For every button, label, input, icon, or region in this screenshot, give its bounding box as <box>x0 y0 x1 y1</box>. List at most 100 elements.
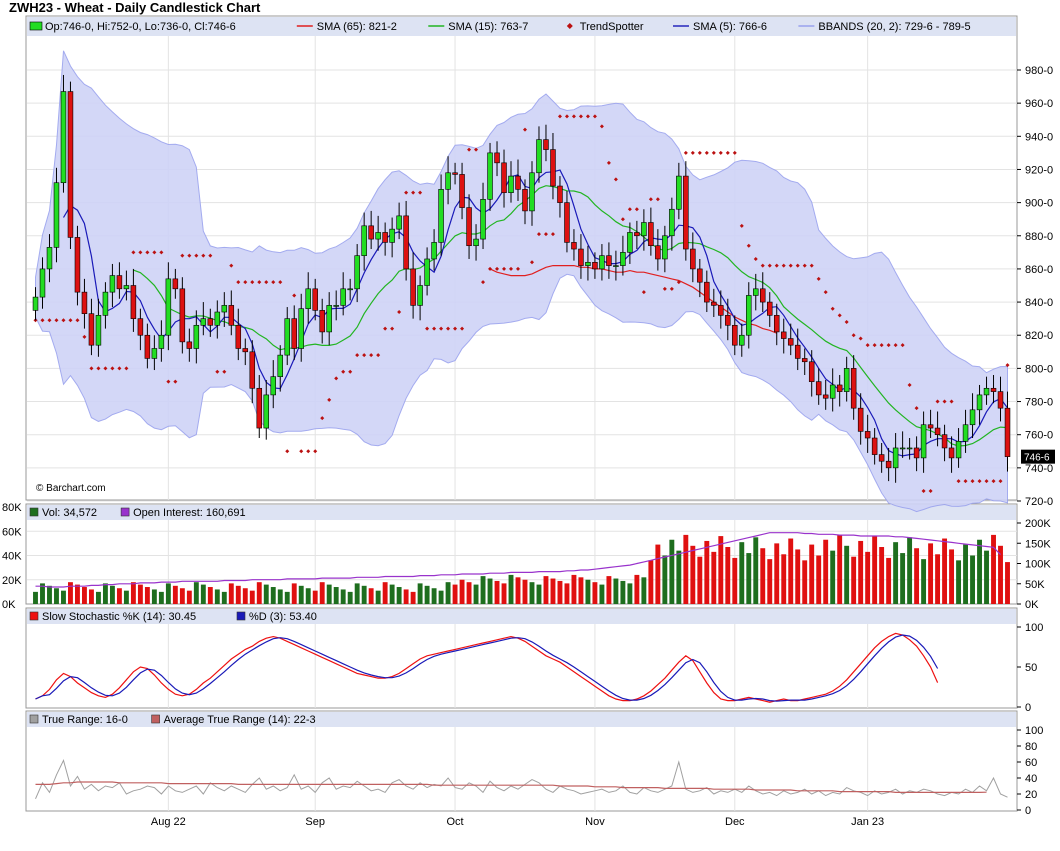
trendspotter-marker <box>341 369 346 374</box>
volume-bar <box>172 585 178 604</box>
volume-bar <box>662 555 668 604</box>
volume-bar <box>935 554 941 604</box>
price-axis-label: 760-0 <box>1025 430 1053 442</box>
volume-bar <box>445 582 451 604</box>
volume-bar <box>816 555 822 604</box>
trendspotter-marker <box>236 280 241 285</box>
trendspotter-marker <box>446 326 451 331</box>
price-axis-label: 740-0 <box>1025 463 1053 475</box>
trendspotter-marker <box>474 147 479 152</box>
trendspotter-marker <box>718 150 723 155</box>
volume-bar <box>725 547 731 604</box>
candle-body <box>822 394 829 399</box>
trendspotter-marker <box>271 280 276 285</box>
trendspotter-marker <box>509 266 514 271</box>
candle-body <box>81 291 88 314</box>
sma65-line <box>489 265 777 334</box>
candle-body <box>186 341 193 349</box>
trendspotter-marker <box>942 399 947 404</box>
volume-bar <box>522 579 528 604</box>
stoch-legend-swatch <box>29 611 39 621</box>
candle-body <box>438 189 444 243</box>
volume-bar <box>886 557 892 604</box>
candle-body <box>228 305 235 326</box>
volume-bar <box>319 582 325 604</box>
trendspotter-marker <box>774 263 779 268</box>
watermark: © Barchart.com <box>36 483 106 494</box>
trendspotter-marker <box>522 127 527 132</box>
candle-body <box>277 354 283 377</box>
trendspotter-marker <box>425 326 430 331</box>
volume-bar <box>529 582 535 604</box>
price-legend-label: Op:746-0, Hi:752-0, Lo:736-0, Cl:746-6 <box>45 21 236 33</box>
candle-body <box>417 285 423 306</box>
trendspotter-marker <box>991 479 996 484</box>
candle-body <box>892 447 899 469</box>
volume-bar <box>963 544 968 604</box>
trendspotter-marker <box>432 326 437 331</box>
volume-bar <box>193 582 199 604</box>
volume-bar <box>823 539 829 604</box>
candle-body <box>676 175 682 210</box>
volume-bar <box>557 580 563 604</box>
atr-legend-label: Average True Range (14): 22-3 <box>164 714 316 726</box>
trendspotter-marker <box>362 353 367 358</box>
legend-bar-price <box>27 17 1016 36</box>
candle-body <box>934 427 941 435</box>
candle-body <box>606 255 612 266</box>
price-axis-label: 780-0 <box>1025 397 1053 409</box>
volume-bar <box>340 589 346 604</box>
candle-body <box>116 275 123 290</box>
candle-body <box>235 324 242 349</box>
volume-bar <box>375 590 381 604</box>
volume-bar <box>480 576 486 604</box>
trendspotter-marker <box>166 379 171 384</box>
candle-body <box>74 237 81 293</box>
candle-body <box>613 265 619 267</box>
volume-bar <box>711 551 717 604</box>
x-tick-label: Aug 22 <box>151 816 186 828</box>
candle-body <box>627 232 633 253</box>
candle-body <box>501 162 507 193</box>
atr-axis-label: 80 <box>1025 741 1037 753</box>
volume-bar <box>81 587 87 604</box>
trendspotter-marker <box>907 382 912 387</box>
trendspotter-marker <box>61 318 66 323</box>
candle-body <box>319 310 325 333</box>
volume-bar <box>774 543 780 604</box>
volume-bar <box>760 548 766 604</box>
trendspotter-marker <box>704 150 709 155</box>
candle-body <box>333 305 339 307</box>
trendspotter-marker <box>82 334 87 339</box>
volume-bar <box>655 544 661 604</box>
trendspotter-marker <box>613 177 618 182</box>
candle-body <box>39 268 46 298</box>
trendspotter-marker <box>313 449 318 454</box>
volume-bar <box>851 556 857 604</box>
candle-body <box>67 91 74 238</box>
trendspotter-marker <box>1005 363 1010 368</box>
volume-bar <box>68 582 73 604</box>
stoch-axis-label: 100 <box>1025 622 1043 634</box>
trendspotter-marker <box>215 369 220 374</box>
open-interest-line <box>35 532 1001 588</box>
candle-body <box>690 248 696 270</box>
trendspotter-marker <box>201 253 206 258</box>
trendspotter-marker <box>928 489 933 494</box>
trendspotter-marker <box>138 250 143 255</box>
trendspotter-marker <box>620 217 625 222</box>
trendspotter-marker <box>467 147 472 152</box>
trendspotter-marker <box>187 253 192 258</box>
trendspotter-marker <box>690 150 695 155</box>
true-range-line <box>35 758 1008 800</box>
candle-body <box>571 242 577 250</box>
trendspotter-marker <box>327 397 332 402</box>
candle-body <box>368 225 374 240</box>
candle-body <box>32 296 39 311</box>
price-axis-label: 840-0 <box>1025 297 1053 309</box>
trendspotter-marker <box>264 280 269 285</box>
volume-bar <box>431 588 437 604</box>
trendspotter-marker <box>334 376 339 381</box>
candle-body <box>207 318 214 326</box>
